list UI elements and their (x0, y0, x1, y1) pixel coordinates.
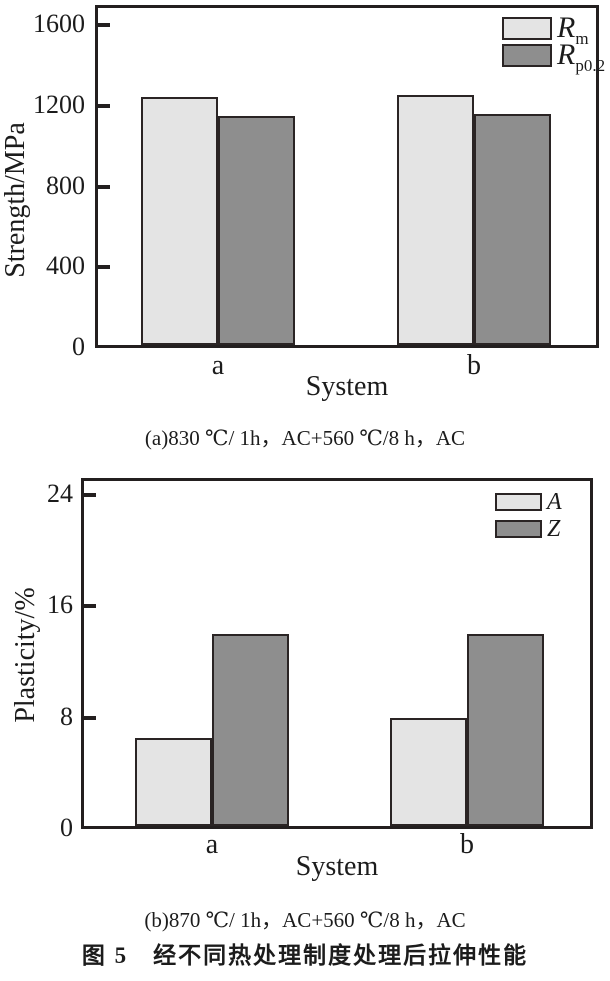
plasticity-chart-x-axis-title: System (295, 851, 379, 882)
strength-chart-plot-area (95, 5, 599, 348)
legend-label-rm: Rm (557, 11, 589, 48)
bar-a-b (390, 717, 467, 826)
strength-chart-y-tick-label-1600: 1600 (33, 9, 85, 39)
legend-swatch-a (495, 493, 542, 511)
plasticity-chart-legend-item-a: A (495, 490, 562, 514)
strength-chart-x-tick-label-a: a (211, 350, 225, 381)
bar-rm-a (141, 96, 218, 345)
figure-caption: 图 5 经不同热处理制度处理后拉伸性能 (81, 943, 529, 968)
strength-chart-y-tick-label-0: 0 (72, 331, 85, 361)
legend-label-rp0-2: Rp0.2 (557, 38, 606, 75)
legend-label-z: Z (547, 516, 561, 542)
plasticity-chart-y-tick-label-24: 24 (47, 478, 73, 508)
legend-swatch-z (495, 520, 542, 538)
plasticity-chart-y-tick-8 (84, 715, 96, 720)
plasticity-chart-plot-area (81, 478, 593, 829)
plasticity-chart-x-tick-label-a: a (205, 829, 219, 860)
strength-chart-y-tick-label-1200: 1200 (33, 89, 85, 119)
bar-z-b (467, 634, 544, 826)
strength-chart-legend-item-rp0-2: Rp0.2 (502, 38, 606, 75)
bar-z-a (212, 634, 289, 826)
plasticity-chart-y-axis-title: Plasticity/% (10, 587, 41, 723)
legend-swatch-rp0-2 (502, 43, 552, 67)
plasticity-chart-y-tick-label-8: 8 (60, 701, 73, 731)
strength-chart-y-tick-1600 (98, 23, 110, 28)
plasticity-chart-x-tick-label-b: b (460, 829, 474, 860)
strength-chart-y-tick-400 (98, 265, 110, 270)
plasticity-chart-y-tick-label-16: 16 (47, 590, 73, 620)
strength-chart-y-tick-1200 (98, 103, 110, 108)
bar-a-a (135, 738, 212, 826)
legend-swatch-rm (502, 16, 552, 40)
strength-chart-y-axis-title: Strength/MPa (0, 122, 31, 278)
plasticity-chart-y-tick-label-0: 0 (60, 812, 73, 842)
strength-chart-legend-item-rm: Rm (502, 11, 589, 48)
strength-chart-y-tick-label-400: 400 (46, 251, 85, 281)
strength-chart-y-tick-label-800: 800 (46, 170, 85, 200)
caption-panel-b: (b)870 ℃/ 1h，AC+560 ℃/8 h，AC (144, 908, 466, 932)
plasticity-chart-y-tick-16 (84, 604, 96, 609)
bar-rm-b (397, 94, 474, 345)
bar-rp0-2-a (218, 115, 295, 345)
legend-label-a: A (547, 489, 562, 515)
plasticity-chart-legend-item-z: Z (495, 517, 560, 541)
strength-chart-x-tick-label-b: b (467, 350, 481, 381)
bar-rp0-2-b (474, 113, 551, 345)
caption-panel-a: (a)830 ℃/ 1h，AC+560 ℃/8 h，AC (144, 426, 466, 450)
strength-chart-y-tick-800 (98, 184, 110, 189)
strength-chart-x-axis-title: System (305, 371, 389, 402)
plasticity-chart-y-tick-24 (84, 492, 96, 497)
